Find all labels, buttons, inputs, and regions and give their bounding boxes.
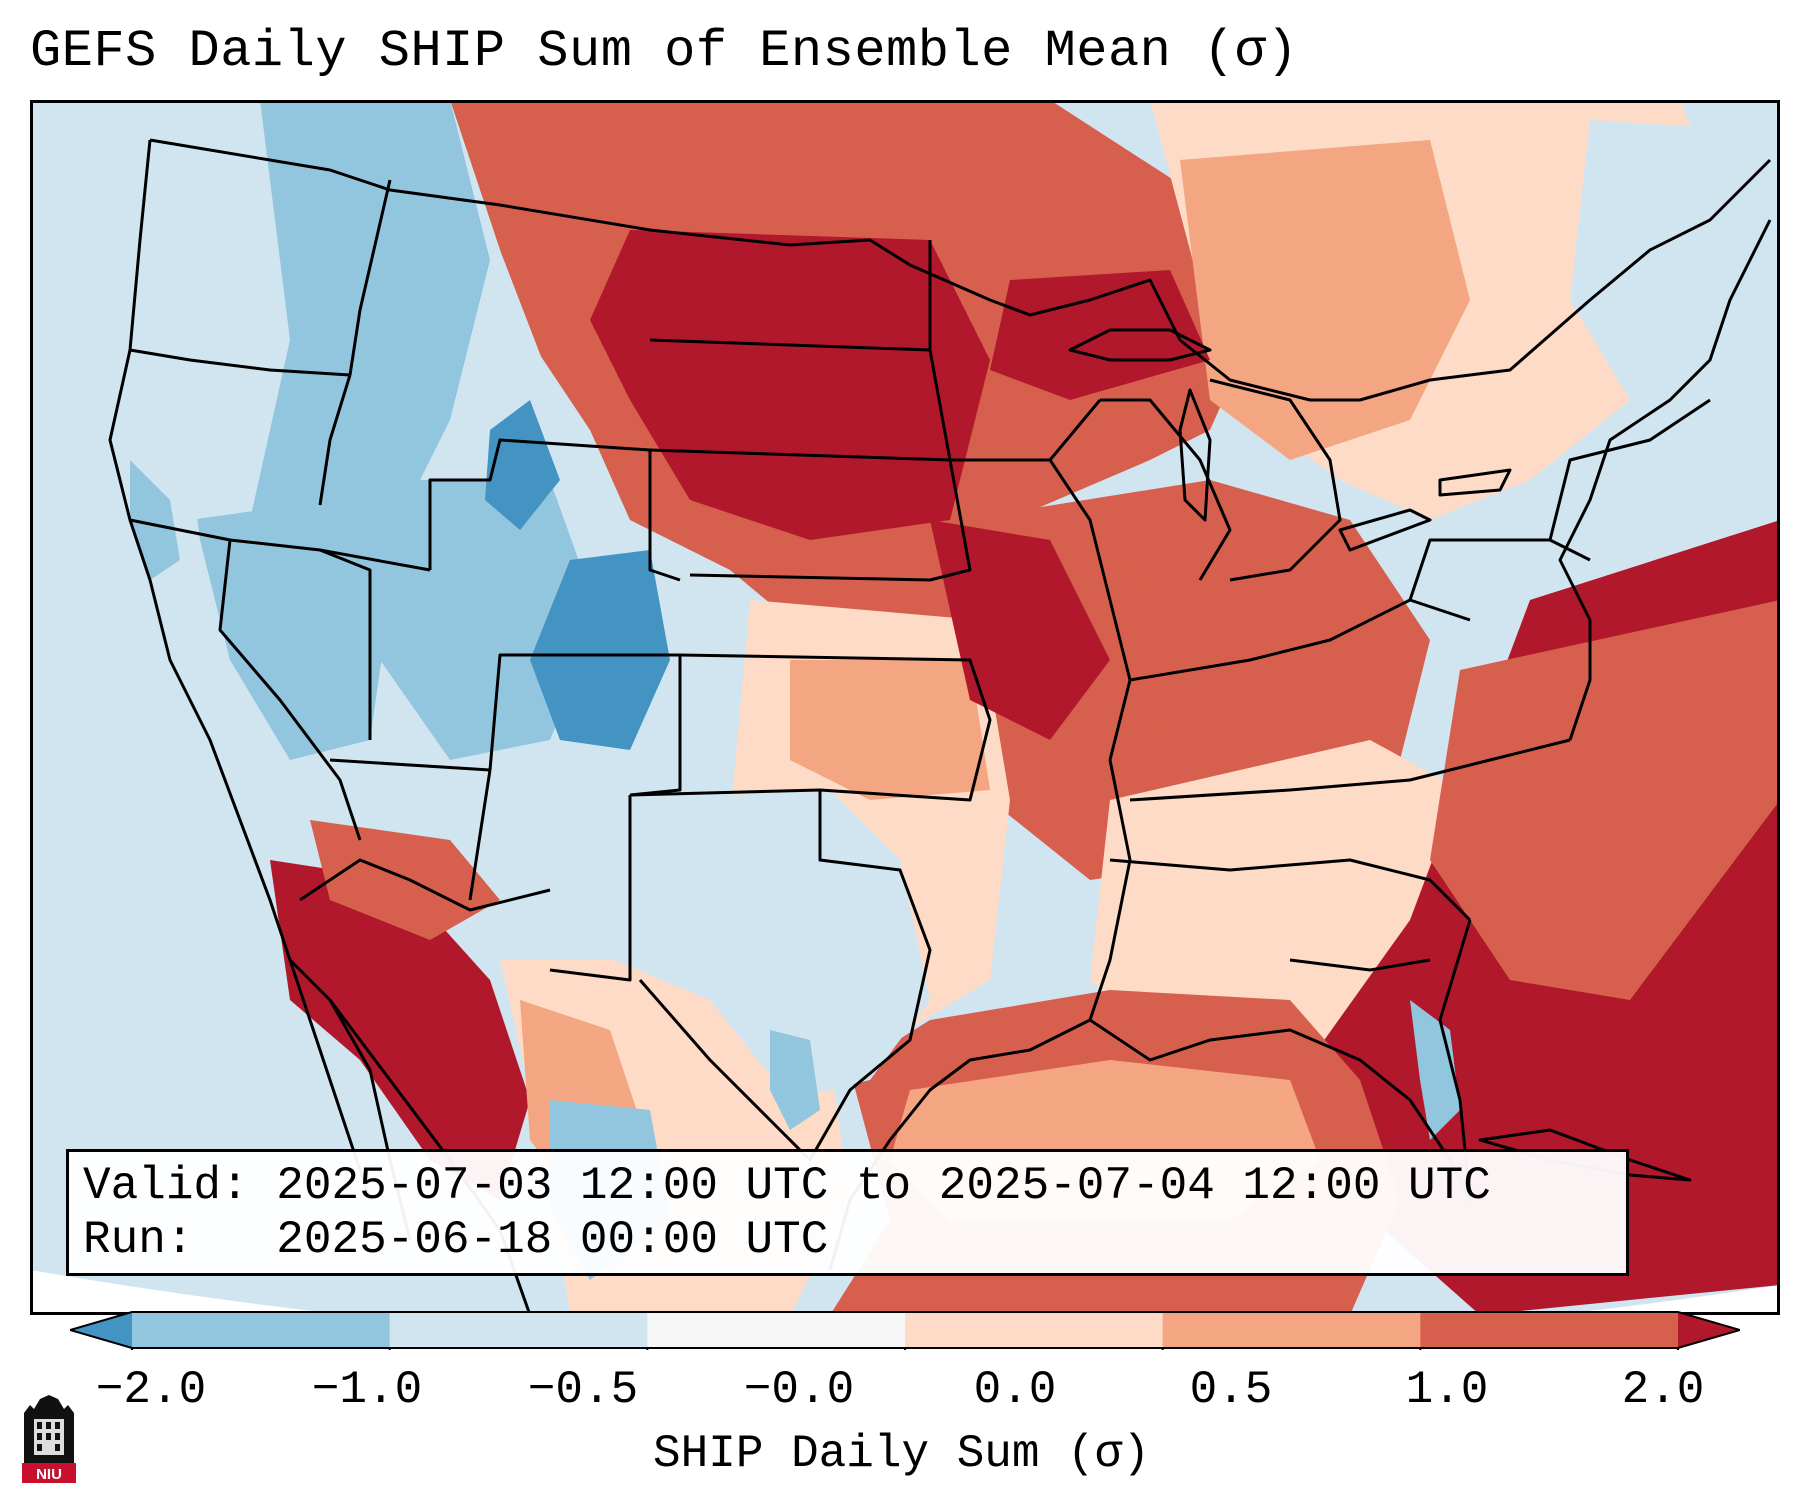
az-mx-border xyxy=(299,858,551,912)
nv-ut-border xyxy=(319,548,372,740)
ca-or-border xyxy=(129,518,431,572)
anomaly-dakotas xyxy=(590,230,990,540)
tn-nc xyxy=(1129,738,1571,802)
colorbar-label: SHIP Daily Sum (σ) xyxy=(653,1428,1150,1480)
map-title: GEFS Daily SHIP Sum of Ensemble Mean (σ) xyxy=(30,22,1299,81)
region-kansas-warm xyxy=(790,660,990,800)
dakota-divide xyxy=(649,338,931,352)
mn-border xyxy=(928,240,1102,462)
region-texas-spot xyxy=(770,1030,820,1130)
run-label: Run: xyxy=(83,1214,194,1266)
region-maine-cool xyxy=(1570,120,1780,400)
or-wa-border xyxy=(129,348,351,377)
run-line: Run: 2025-06-18 00:00 UTC xyxy=(83,1214,828,1266)
ut-co-wy xyxy=(428,438,681,582)
michigan xyxy=(1209,378,1342,582)
run-value: 2025-06-18 00:00 UTC xyxy=(276,1214,829,1266)
mississippi xyxy=(1048,459,1132,1021)
ut-az-border xyxy=(329,758,491,772)
colorbar-segment xyxy=(1162,1312,1421,1348)
nm-tx xyxy=(549,795,632,982)
niu-logo: NIU xyxy=(22,1395,76,1483)
east-coast xyxy=(1558,219,1772,741)
region-florida-cool xyxy=(1410,1000,1460,1140)
validity-box: Valid: 2025-07-03 12:00 UTC to 2025-07-0… xyxy=(66,1149,1629,1276)
state-boundaries xyxy=(108,138,1772,1315)
ny-pa xyxy=(1408,538,1591,601)
ga-fl xyxy=(1289,958,1431,972)
colorbar-extend-low xyxy=(70,1312,132,1348)
west-coast xyxy=(108,139,412,1241)
colorbar-segment xyxy=(389,1312,648,1348)
idaho-west xyxy=(348,179,392,376)
anomaly-atlantic-inner xyxy=(1430,600,1780,1000)
tick-label: −0.5 xyxy=(527,1364,639,1416)
tick-label: 0.0 xyxy=(973,1364,1057,1416)
nm-az xyxy=(468,769,492,901)
colorbar xyxy=(70,1311,1740,1350)
canada-border xyxy=(149,138,1772,402)
gulf-coast xyxy=(1089,919,1472,1202)
colorbar-segment xyxy=(647,1312,906,1348)
region-texas-cool xyxy=(590,790,930,1100)
map-panel[interactable]: Valid: 2025-07-03 12:00 UTC to 2025-07-0… xyxy=(30,100,1780,1315)
ship-anomaly-map[interactable] xyxy=(30,100,1780,1315)
id-or-border xyxy=(318,374,352,506)
valid-label: Valid: xyxy=(83,1160,249,1212)
ohio-valley xyxy=(1129,598,1471,682)
southeast xyxy=(1109,858,1472,922)
region-northeast-warm xyxy=(1180,140,1470,460)
great-lake-michigan xyxy=(1178,388,1212,522)
tick-label: 2.0 xyxy=(1621,1364,1705,1416)
ks-ne xyxy=(679,653,992,802)
plains-north xyxy=(649,448,972,582)
logo-text: NIU xyxy=(36,1466,62,1483)
region-coastal-cool xyxy=(130,460,180,580)
great-lake-ontario xyxy=(1438,468,1512,497)
tick-label: −0.0 xyxy=(743,1364,855,1416)
valid-value: 2025-07-03 12:00 UTC to 2025-07-04 12:00… xyxy=(276,1160,1491,1212)
tick-label: −2.0 xyxy=(95,1364,207,1416)
anomaly-baja xyxy=(270,860,530,1200)
colorbar-segment xyxy=(905,1312,1164,1348)
colorbar-segment xyxy=(1420,1312,1679,1348)
anomaly-sw-desert xyxy=(310,820,500,940)
great-lake-erie xyxy=(1338,508,1432,552)
tick-label: −1.0 xyxy=(311,1364,423,1416)
tick-label: 0.5 xyxy=(1189,1364,1273,1416)
colorbar-extend-high xyxy=(1678,1312,1740,1348)
tick-label: 1.0 xyxy=(1405,1364,1489,1416)
tx-outline xyxy=(629,788,932,1162)
region-nevada-cool xyxy=(190,500,390,760)
colorbar-segment xyxy=(132,1312,391,1348)
wi-mi xyxy=(1100,398,1232,581)
new-england xyxy=(1548,398,1711,541)
anomaly-colorado-strong xyxy=(530,550,670,750)
great-lake-superior xyxy=(1068,328,1212,362)
ca-nv-border xyxy=(218,539,362,841)
anomaly-iowa-illinois xyxy=(930,520,1110,740)
anomaly-wyoming-strong xyxy=(485,400,560,530)
valid-line: Valid: 2025-07-03 12:00 UTC to 2025-07-0… xyxy=(83,1160,1491,1212)
